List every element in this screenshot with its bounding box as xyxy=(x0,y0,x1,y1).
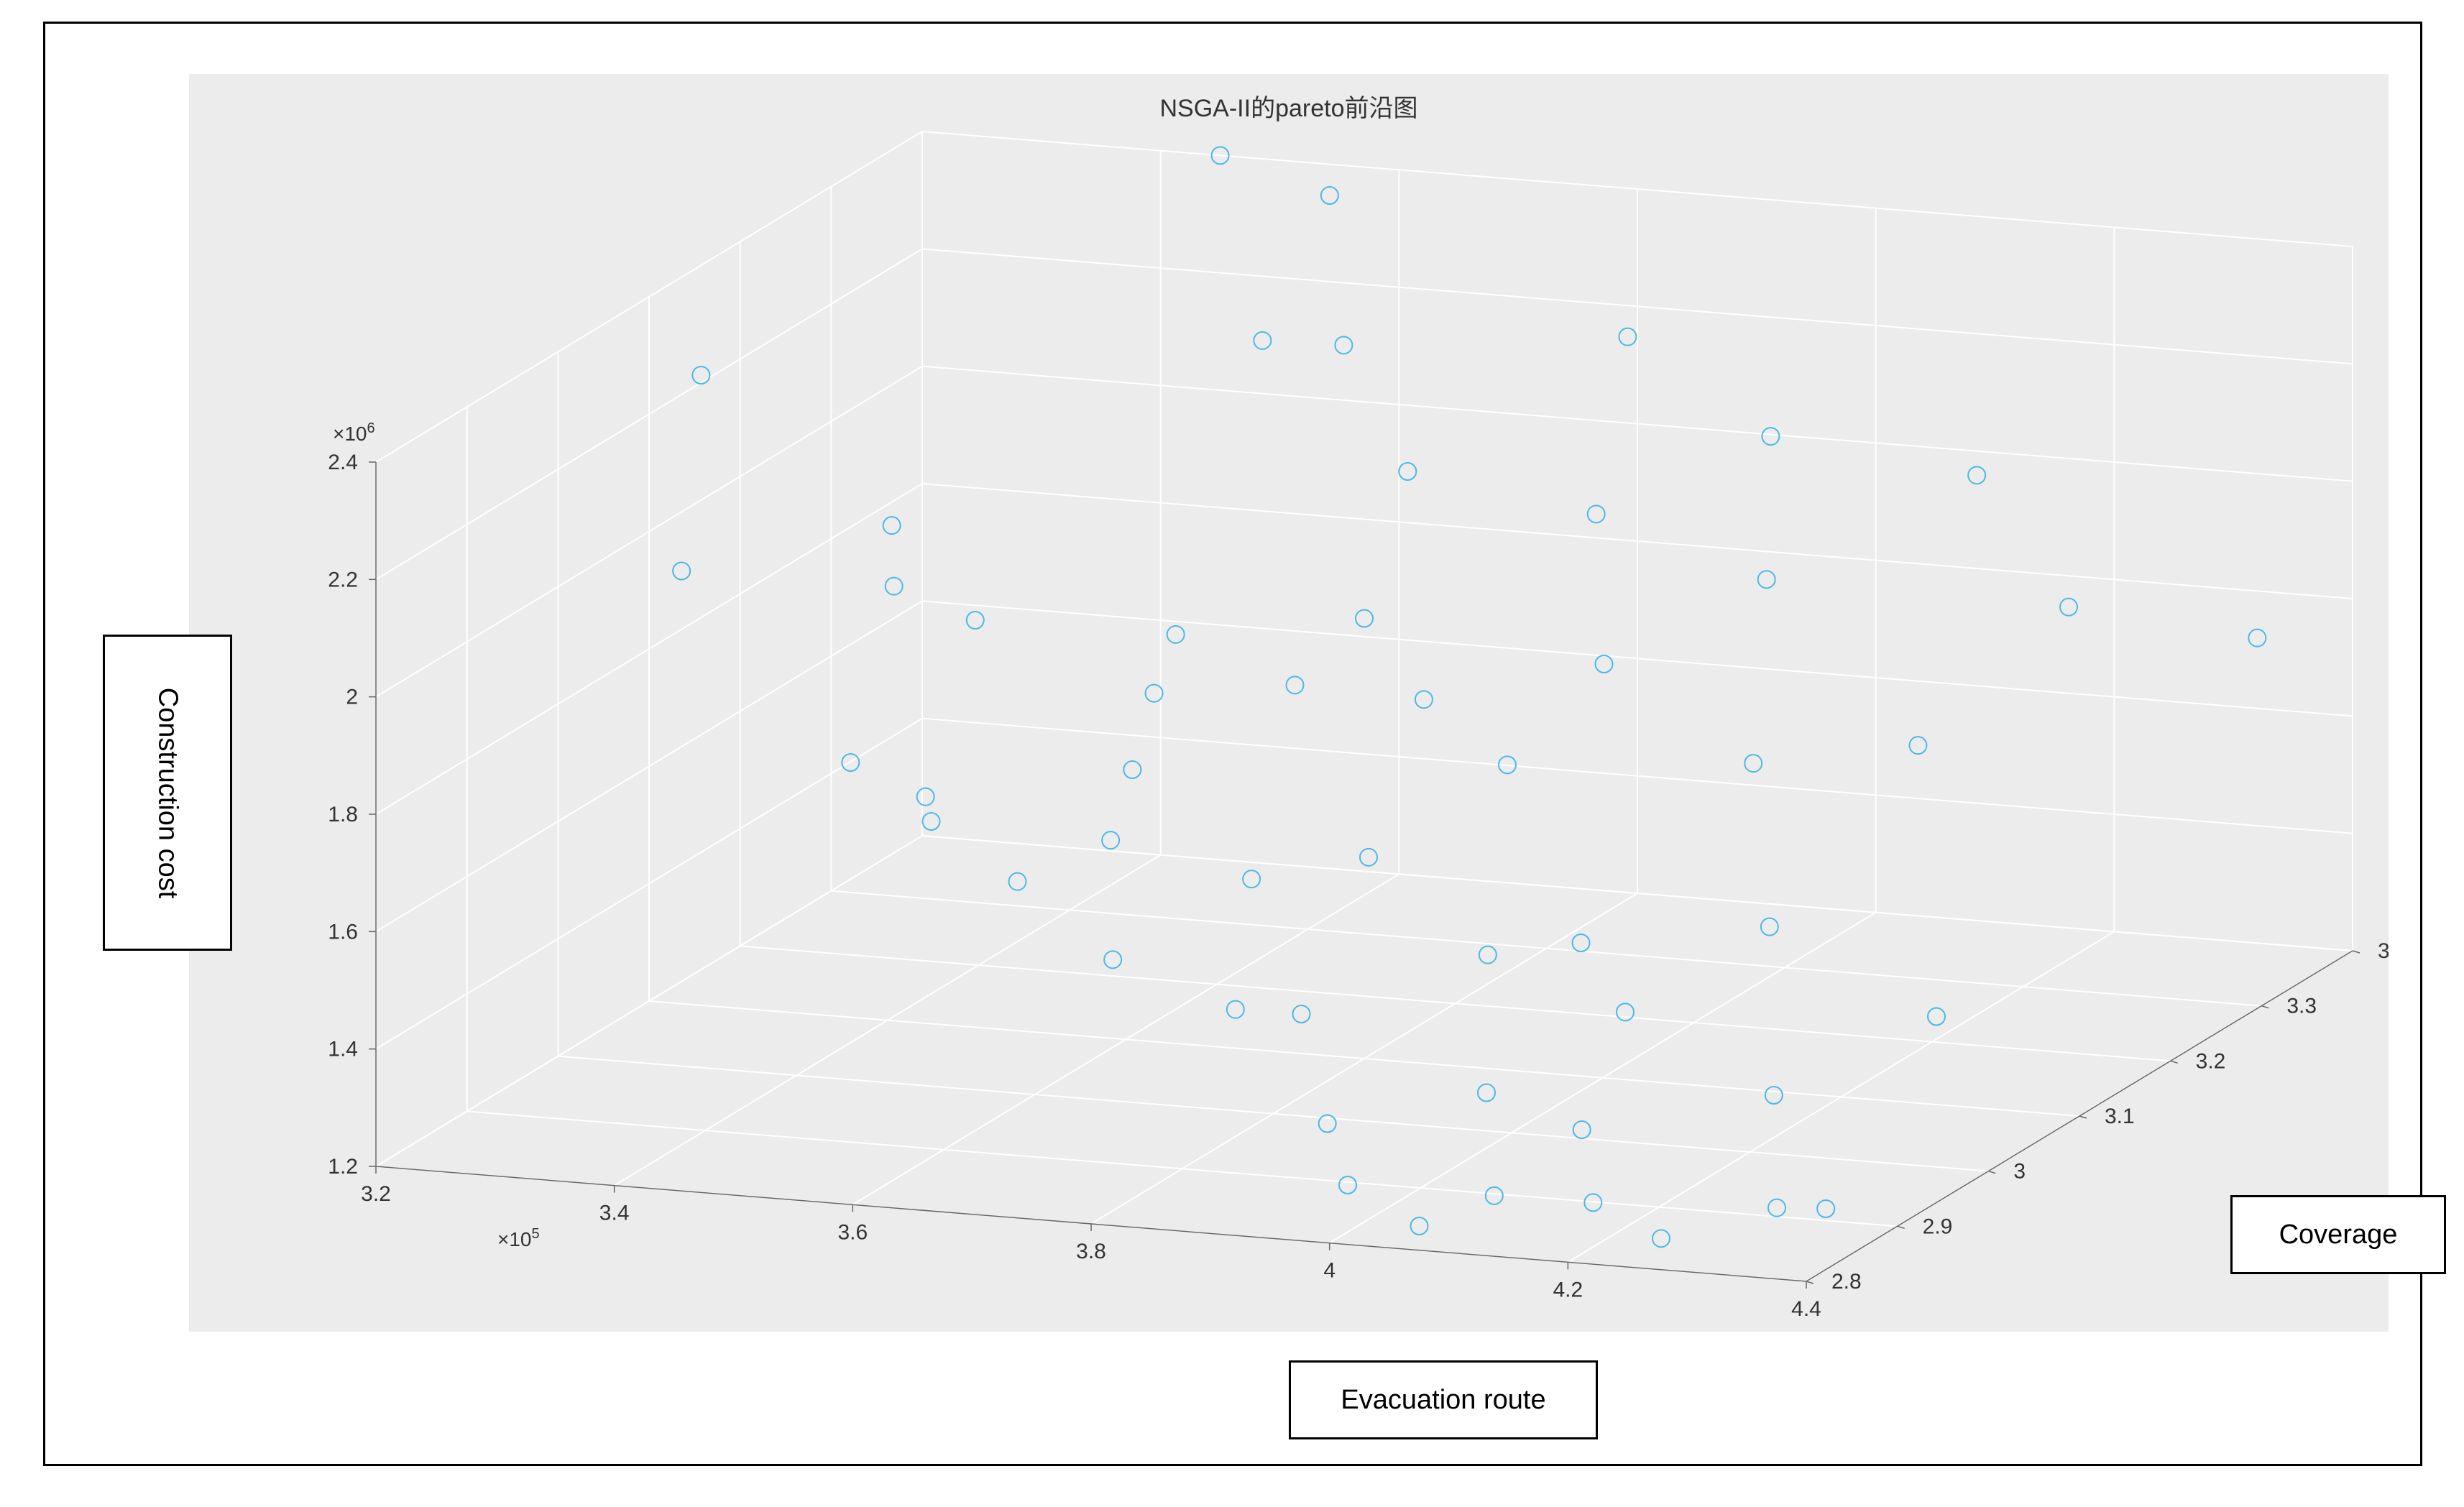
y-tick-label: 3.4 xyxy=(2378,939,2389,963)
scatter-point xyxy=(1287,676,1304,693)
scatter-point xyxy=(1335,336,1352,354)
scatter-point xyxy=(1573,934,1590,951)
scatter-point xyxy=(1909,737,1926,754)
scatter-point xyxy=(1102,831,1119,849)
z-tick-label: 2.4 xyxy=(328,451,358,474)
x-tick-label: 4.2 xyxy=(1553,1278,1583,1301)
scatter-point xyxy=(1573,1121,1591,1138)
y-tick-label: 3.2 xyxy=(2196,1049,2226,1073)
scatter-point xyxy=(1356,610,1373,627)
scatter-point xyxy=(967,612,984,629)
scatter-point xyxy=(1744,755,1762,772)
chart-svg: 3.2 3.4 3.6 3.8 4 4.2 4.4 ×105 2.8 2.9 3 3.1 3.2 3.3 3… xyxy=(189,74,2389,1332)
scatter-point xyxy=(1596,655,1613,673)
z-tick-label: 2 xyxy=(346,686,358,709)
y-tick-label: 3.3 xyxy=(2286,995,2317,1018)
scatter-point xyxy=(1486,1187,1503,1204)
scatter-point xyxy=(2248,630,2266,647)
x-axis-label: Evacuation route xyxy=(1341,1385,1545,1416)
scatter-point xyxy=(1399,463,1416,480)
x-tick-label: 3.2 xyxy=(361,1182,391,1206)
scatter-point xyxy=(1243,870,1260,888)
scatter-point xyxy=(1339,1176,1356,1194)
scatter-point xyxy=(1479,946,1497,964)
y-axis-label-box: Coverage xyxy=(2230,1195,2446,1274)
plot-area: NSGA-II的pareto前沿图 3.23.43.63.844.24.4×10… xyxy=(189,74,2389,1332)
scatter-point xyxy=(917,788,934,806)
z-tick-label: 1.8 xyxy=(328,803,358,826)
x-tick-label: 3.4 xyxy=(599,1202,630,1225)
scatter-point xyxy=(692,367,709,384)
y-tick-label: 2.9 xyxy=(1923,1215,1953,1238)
scatter-point xyxy=(1761,918,1778,936)
scatter-point xyxy=(883,517,901,534)
outer-frame: NSGA-II的pareto前沿图 3.23.43.63.844.24.4×10… xyxy=(43,22,2422,1466)
scatter-point xyxy=(1928,1008,1945,1026)
page-root: NSGA-II的pareto前沿图 3.23.43.63.844.24.4×10… xyxy=(0,0,2464,1507)
y-tick-label: 3.1 xyxy=(2105,1105,2135,1128)
scatter-point xyxy=(1817,1200,1834,1217)
y-tick-label: 3 xyxy=(2013,1160,2026,1184)
x-tick-label: 3.8 xyxy=(1076,1240,1106,1263)
scatter-point xyxy=(1478,1084,1495,1102)
x-tick-label: 4 xyxy=(1323,1259,1336,1283)
scatter-point xyxy=(1617,1003,1634,1020)
scatter-point xyxy=(2060,599,2077,616)
x-tick-label: 4.4 xyxy=(1791,1297,1821,1321)
x-axis-label-box: Evacuation route xyxy=(1289,1360,1598,1439)
scatter-point xyxy=(1360,849,1377,866)
scatter-point xyxy=(923,813,940,830)
y-tick-label: 2.8 xyxy=(1831,1270,1862,1294)
z-tick-label: 2.2 xyxy=(328,568,358,591)
scatter-point xyxy=(1293,1005,1310,1023)
z-tick-label: 1.2 xyxy=(328,1155,358,1179)
scatter-point xyxy=(1758,571,1775,588)
scatter-point xyxy=(1104,951,1121,968)
scatter-point xyxy=(1123,761,1141,778)
scatter-point xyxy=(886,578,903,595)
z-tick-label: 1.4 xyxy=(328,1038,358,1061)
y-axis-label: Coverage xyxy=(2279,1220,2398,1250)
scatter-point xyxy=(1167,626,1185,643)
scatter-point xyxy=(1768,1199,1785,1217)
z-axis-label: Construction cost xyxy=(152,687,183,898)
x-exponent: ×105 xyxy=(497,1226,540,1250)
z-exponent: ×106 xyxy=(333,420,375,445)
z-axis-label-box: Construction cost xyxy=(103,635,232,951)
scatter-point xyxy=(1415,691,1433,708)
z-tick-label: 1.6 xyxy=(328,920,358,944)
x-tick-label: 3.6 xyxy=(837,1220,868,1244)
scatter-point xyxy=(1254,332,1271,349)
scatter-point xyxy=(1765,1087,1783,1104)
scatter-point xyxy=(1321,187,1338,204)
scatter-point xyxy=(1619,328,1636,346)
scatter-point xyxy=(1009,873,1026,890)
scatter-point xyxy=(1968,466,1985,484)
scatter-point xyxy=(1227,1001,1244,1018)
scatter-point xyxy=(1588,505,1605,522)
scatter-point xyxy=(1762,428,1779,445)
scatter-point xyxy=(1652,1230,1670,1247)
scatter-point xyxy=(673,563,690,580)
scatter-point xyxy=(1411,1217,1428,1235)
